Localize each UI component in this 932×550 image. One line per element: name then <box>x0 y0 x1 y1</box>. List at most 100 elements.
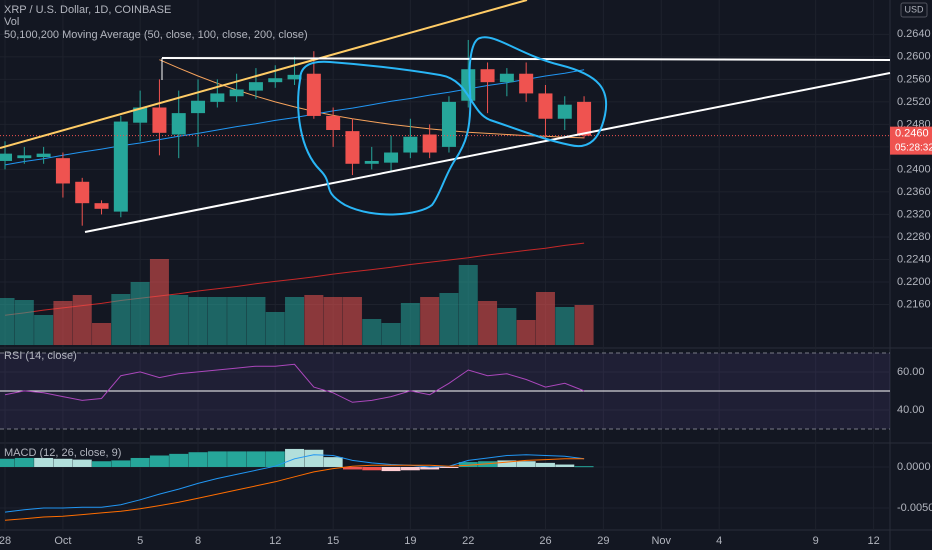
candle-body <box>94 203 109 209</box>
last-price-box <box>890 126 932 155</box>
indicator-label: 50,100,200 Moving Average (50, close, 10… <box>4 29 308 41</box>
volume-bar <box>227 297 247 345</box>
histogram-bar <box>246 451 266 467</box>
x-tick-label: 28 <box>0 535 11 547</box>
y-tick-label: 0.2640 <box>897 28 931 40</box>
volume-bar <box>516 320 536 345</box>
y-tick-label: 0.0000 <box>897 461 931 473</box>
candle-body <box>287 74 302 80</box>
volume-bar <box>535 292 555 345</box>
histogram-bar <box>0 458 15 467</box>
volume-bar <box>458 265 478 345</box>
x-tick-label: 12 <box>269 535 281 547</box>
y-tick-label: 0.2160 <box>897 298 931 310</box>
trend-line <box>84 72 891 233</box>
histogram-bar <box>285 448 305 467</box>
histogram-bar <box>381 466 401 472</box>
histogram-bar <box>458 462 478 467</box>
line <box>4 454 585 513</box>
histogram-bar <box>111 460 131 467</box>
histogram-bar <box>400 466 420 471</box>
volume-bar <box>265 312 285 345</box>
histogram-bar <box>516 461 536 467</box>
volume-bar <box>111 294 131 345</box>
x-tick-label: Nov <box>651 535 671 547</box>
candle-body <box>229 89 244 97</box>
candle-body <box>326 115 341 131</box>
histogram-bar <box>130 457 150 467</box>
candle-body <box>17 155 32 159</box>
indicator-label: MACD (12, 26, close, 9) <box>4 447 121 459</box>
volume-bar <box>0 298 15 345</box>
histogram-bar <box>265 451 285 467</box>
candle-body <box>345 131 360 164</box>
line <box>159 59 585 139</box>
y-tick-label: 0.2280 <box>897 231 931 243</box>
histogram-bar <box>535 462 555 467</box>
x-tick-label: 12 <box>867 535 879 547</box>
volume-bar <box>574 305 594 345</box>
candle-body <box>557 104 572 119</box>
currency-label: USD <box>904 4 924 14</box>
volume-bar <box>400 303 420 345</box>
candle-body <box>75 181 90 204</box>
volume-bar <box>342 297 362 345</box>
candle-body <box>268 78 283 83</box>
histogram-bar <box>188 452 208 467</box>
histogram-bar <box>207 451 227 467</box>
y-tick-label: 0.2400 <box>897 163 931 175</box>
volume-bar <box>497 308 517 345</box>
histogram-bar <box>92 461 112 467</box>
candle-body <box>0 153 13 161</box>
volume-bar <box>130 282 150 345</box>
volume-bar <box>92 323 112 345</box>
candle-body <box>248 82 263 91</box>
volume-bar <box>188 297 208 345</box>
x-tick-label: 9 <box>813 535 819 547</box>
histogram-bar <box>439 466 459 468</box>
volume-bar <box>381 323 401 345</box>
histogram-bar <box>53 458 73 467</box>
candle-body <box>152 107 167 133</box>
volume-bar <box>149 259 169 345</box>
candle-body <box>191 100 206 114</box>
candle-body <box>499 73 514 83</box>
x-tick-label: 4 <box>716 535 722 547</box>
candle-body <box>403 136 418 153</box>
y-tick-label: -0.0050 <box>897 502 932 514</box>
candle-body <box>384 152 399 163</box>
histogram-bar <box>149 455 169 467</box>
volume-bar <box>420 297 440 345</box>
histogram-bar <box>574 466 594 468</box>
x-tick-label: 15 <box>327 535 339 547</box>
y-tick-label: 0.2200 <box>897 276 931 288</box>
histogram-bar <box>34 457 54 467</box>
histogram-bar <box>304 449 324 467</box>
candle-body <box>36 153 51 158</box>
candle-body <box>422 134 437 153</box>
candle-body <box>441 101 456 147</box>
currency-box <box>900 2 928 18</box>
volume-bar <box>207 297 227 345</box>
y-tick-label: 0.2320 <box>897 208 931 220</box>
y-tick-label: 60.00 <box>897 366 925 378</box>
x-tick-label: Oct <box>54 535 71 547</box>
candle-body <box>461 69 476 101</box>
chart-title: XRP / U.S. Dollar, 1D, COINBASE <box>4 4 171 16</box>
candle-body <box>577 101 592 136</box>
line <box>4 242 585 316</box>
histogram-bar <box>362 466 382 471</box>
volume-bar <box>362 319 382 345</box>
volume-bar <box>169 295 189 345</box>
trend-line <box>0 0 528 149</box>
x-tick-label: 19 <box>404 535 416 547</box>
histogram-bar <box>555 464 575 467</box>
freehand-drawing <box>297 36 608 216</box>
indicator-label: RSI (14, close) <box>4 350 77 362</box>
candle-body <box>171 113 186 135</box>
candle-body <box>55 158 70 184</box>
y-tick-label: 0.2520 <box>897 96 931 108</box>
candle-body <box>133 107 148 123</box>
last-price-label: 0.2460 <box>895 128 929 140</box>
